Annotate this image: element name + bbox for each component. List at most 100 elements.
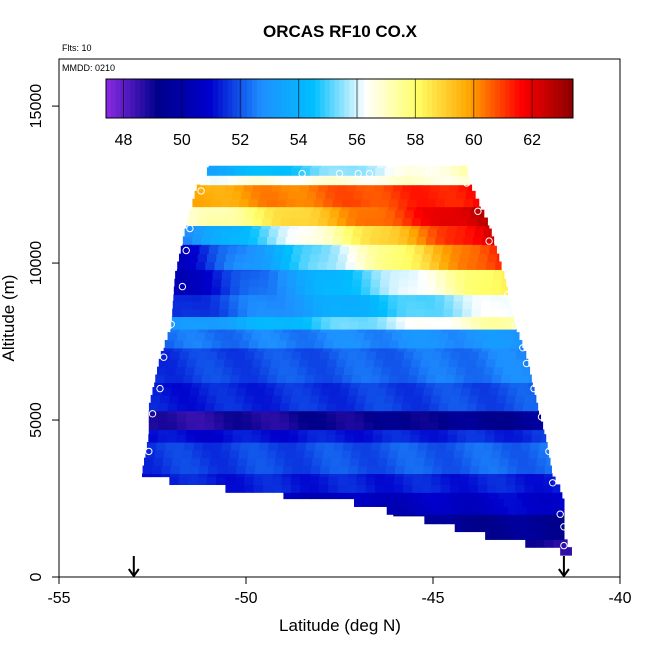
heatmap-cell xyxy=(223,261,234,270)
heatmap-cell xyxy=(226,465,237,474)
heatmap-cell xyxy=(386,316,397,322)
heatmap-cell xyxy=(430,514,441,517)
marker-arrow xyxy=(558,556,570,578)
heatmap-cell xyxy=(472,198,480,208)
heatmap-cell xyxy=(267,339,278,349)
colorbar-segment xyxy=(402,79,409,118)
heatmap-cell xyxy=(432,328,443,333)
heatmap-cell xyxy=(406,300,417,310)
heatmap-cell xyxy=(257,382,267,388)
heatmap-cell xyxy=(220,449,231,459)
heatmap-cell xyxy=(289,269,300,272)
heatmap-cell xyxy=(418,442,428,451)
heatmap-cell xyxy=(250,228,260,237)
heatmap-cell xyxy=(441,465,452,474)
heatmap-cell xyxy=(443,457,454,467)
heatmap-cell xyxy=(438,332,449,341)
heatmap-cell xyxy=(509,382,520,388)
heatmap-cell xyxy=(356,394,367,404)
heatmap-cell xyxy=(386,387,397,396)
heatmap-cell xyxy=(505,476,516,485)
heatmap-cell xyxy=(244,476,255,485)
heatmap-cell xyxy=(231,190,242,200)
heatmap-cell xyxy=(283,492,294,500)
heatmap-cell xyxy=(302,387,312,396)
heatmap-cell xyxy=(485,429,496,435)
colorbar-segment xyxy=(475,79,482,118)
heatmap-cell xyxy=(401,261,412,270)
heatmap-cell xyxy=(351,198,362,208)
heatmap-cell xyxy=(389,374,399,383)
heatmap-cell xyxy=(443,515,453,525)
heatmap-cell xyxy=(351,294,361,302)
heatmap-cell xyxy=(307,434,318,443)
heatmap-cell xyxy=(384,484,395,493)
heatmap-cell xyxy=(449,217,459,226)
heatmap-cell xyxy=(244,394,255,404)
heatmap-cell xyxy=(186,413,197,423)
heatmap-cell xyxy=(347,350,358,360)
heatmap-cell xyxy=(242,413,253,423)
heatmap-cell xyxy=(420,332,430,341)
heatmap-cell xyxy=(433,506,444,515)
heatmap-cell xyxy=(195,269,206,272)
heatmap-cell xyxy=(266,236,277,245)
heatmap-cell xyxy=(421,484,432,493)
heatmap-cell xyxy=(469,209,480,219)
heatmap-cell xyxy=(448,358,459,368)
heatmap-cell xyxy=(167,413,178,423)
heatmap-cell xyxy=(289,402,300,412)
heatmap-cell xyxy=(410,410,421,415)
heatmap-cell xyxy=(281,476,292,485)
heatmap-cell xyxy=(545,515,556,525)
colorbar-segment xyxy=(543,79,550,118)
heatmap-cell xyxy=(240,270,251,280)
heatmap-cell xyxy=(257,198,268,208)
heatmap-cell xyxy=(454,278,465,288)
heatmap-cell xyxy=(499,308,510,318)
heatmap-cell xyxy=(347,253,358,263)
heatmap-cell xyxy=(433,165,443,168)
heatmap-cell xyxy=(355,358,366,368)
heatmap-cell xyxy=(319,350,330,360)
heatmap-cell xyxy=(491,374,502,383)
heatmap-cell xyxy=(204,269,215,272)
heatmap-cell xyxy=(520,523,531,533)
heatmap-cell xyxy=(148,421,159,431)
heatmap-cell xyxy=(214,269,225,272)
heatmap-cell xyxy=(254,473,265,478)
heatmap-cell xyxy=(236,245,247,255)
heatmap-cell xyxy=(464,270,475,280)
heatmap-cell xyxy=(234,167,245,176)
x-tick-label: -45 xyxy=(421,590,444,607)
heatmap-cell xyxy=(323,339,334,349)
heatmap-cell xyxy=(540,498,551,507)
heatmap-cell xyxy=(473,286,483,296)
heatmap-cell xyxy=(320,209,331,219)
heatmap-cell xyxy=(415,382,426,388)
heatmap-cell xyxy=(307,413,318,423)
heatmap-cell xyxy=(494,531,505,540)
heatmap-cell xyxy=(352,270,363,280)
heatmap-cell xyxy=(386,165,397,168)
heatmap-cell xyxy=(454,339,465,349)
heatmap-cell xyxy=(397,244,408,247)
heatmap-cell xyxy=(404,492,415,500)
heatmap-cell xyxy=(341,236,352,245)
colorbar-segment xyxy=(329,79,336,118)
heatmap-cell xyxy=(287,270,298,280)
heatmap-cell xyxy=(485,402,496,412)
heatmap-cell xyxy=(211,339,222,349)
heatmap-cell xyxy=(451,321,462,330)
heatmap-cell xyxy=(279,434,290,443)
heatmap-cell xyxy=(292,492,303,500)
heatmap-cell xyxy=(271,184,282,192)
heatmap-cell xyxy=(292,387,303,396)
heatmap-cell xyxy=(266,244,277,247)
heatmap-cell xyxy=(261,175,272,178)
heatmap-cell xyxy=(464,278,475,288)
heatmap-cell xyxy=(224,184,235,192)
colorbar-segment xyxy=(315,79,321,118)
heatmap-cell xyxy=(270,269,281,272)
heatmap-cell xyxy=(200,382,211,388)
